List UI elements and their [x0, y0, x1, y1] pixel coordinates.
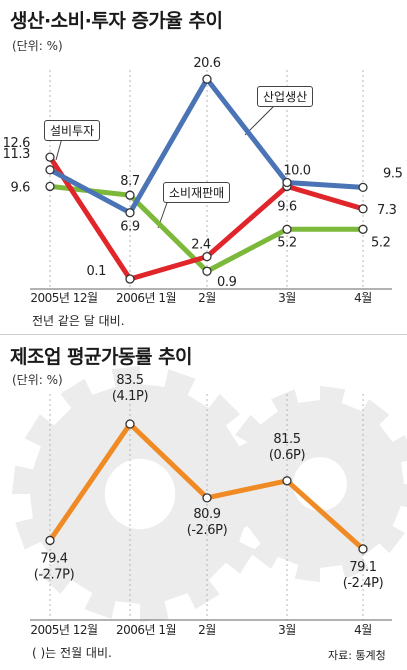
series-0-label-2: 20.6: [193, 56, 220, 71]
series-0-label-4: 9.5: [383, 166, 403, 181]
production-consumption-investment-panel: 11.3 6.9 20.6 10.0 9.5 12.6 0.1 2.4 9.6 7.3 9.6 8.7…: [0, 0, 407, 334]
utilization-value-3: 81.5: [273, 432, 300, 447]
series-1-label-0: 12.6: [3, 136, 30, 151]
series-2-label-4: 5.2: [371, 235, 390, 250]
x-tick-0: 2005년 12월: [30, 291, 97, 305]
x-tick-1: 2006년 1월: [116, 623, 176, 637]
x-tick-3: 3월: [278, 291, 296, 305]
legend-connector-investment: [55, 137, 63, 161]
utilization-change-0: (-2.7P): [34, 567, 75, 582]
chart2-unit-label: (단위: %): [12, 373, 63, 387]
utilization-line-chart: 79.4(-2.7P) 83.5(4.1P) 80.9(-2.6P) 81.5(0.6…: [12, 366, 407, 637]
x-tick-0: 2005년 12월: [30, 623, 97, 637]
series-2-label-3: 5.2: [277, 235, 296, 250]
chart2-footnote: ( )는 전월 대비.: [32, 646, 112, 660]
utilization-value-4: 79.1: [349, 560, 376, 575]
utilization-point-3: [282, 476, 292, 486]
legend-facility-investment: 설비투자: [44, 120, 101, 141]
series-0-point-2: [202, 74, 212, 84]
series-1-point-4: [358, 204, 368, 214]
series-1-label-1: 0.1: [87, 264, 107, 279]
legend-industrial-production: 산업생산: [257, 86, 314, 107]
series-1-label-4: 7.3: [377, 203, 397, 218]
chart1-unit-label: (단위: %): [12, 39, 63, 53]
series-0-point-4: [358, 182, 368, 193]
utilization-value-0: 79.4: [40, 551, 67, 566]
series-1-label-2: 2.4: [191, 238, 211, 253]
chart1-title: 생산·소비·투자 증가율 추이: [10, 10, 223, 32]
legend-connector-industrial: [244, 103, 277, 136]
panel-divider: [0, 334, 407, 335]
utilization-point-4: [358, 544, 368, 554]
series-2-point-4: [358, 224, 368, 234]
x-tick-4: 4월: [354, 291, 372, 305]
x-tick-2: 2월: [198, 291, 216, 305]
gear-small-icon-hub: [293, 457, 347, 511]
x-tick-3: 3월: [278, 623, 296, 637]
utilization-change-4: (-2.4P): [343, 576, 384, 591]
utilization-point-0: [45, 535, 55, 546]
chart2-title: 제조업 평균가동률 추이: [10, 346, 193, 368]
utilization-change-1: (4.1P): [112, 389, 148, 404]
legend-consumer-goods-sales: 소비재판매: [163, 182, 231, 203]
series-2-point-0: [45, 181, 55, 192]
series-0-point-3: [282, 177, 292, 188]
series-1-point-0: [45, 152, 55, 162]
series-2-point-3: [282, 224, 292, 234]
series-2-label-2: 0.9: [217, 275, 237, 290]
chart2-source: 자료: 통계청: [328, 649, 386, 662]
series-2-point-1: [125, 190, 135, 200]
utilization-change-3: (0.6P): [269, 448, 305, 463]
utilization-point-1: [125, 419, 135, 429]
series-0-point-1: [125, 208, 135, 218]
utilization-value-2: 80.9: [193, 507, 220, 522]
gear-large-icon-hub: [104, 458, 176, 530]
series-0-label-0: 11.3: [3, 147, 30, 162]
series-0-label-1: 6.9: [120, 220, 140, 235]
utilization-point-2: [202, 493, 212, 503]
manufacturing-utilization-panel: 79.4 (-2.7P) 83.5 (4.1P) 80.9 (-2.6P) 81.5 (0.6…: [0, 334, 407, 670]
series-2-label-1: 8.7: [120, 174, 140, 189]
series-2-label-0: 9.6: [11, 180, 31, 195]
x-tick-2: 2월: [198, 623, 216, 637]
series-0-point-0: [45, 165, 55, 175]
series-1-point-2: [202, 251, 212, 262]
series-1-point-1: [125, 274, 135, 284]
growth-rate-line-chart: 11.3 6.9 20.6 10.0 9.5 12.6 0.1 2.4 9.6 7.3 9.6 8.7…: [3, 56, 403, 305]
chart1-footnote: 전년 같은 달 대비.: [32, 314, 125, 328]
utilization-value-1: 83.5: [116, 373, 143, 388]
series-2-point-2: [202, 266, 212, 276]
series-1-label-3: 9.6: [277, 199, 297, 214]
series-0-label-3: 10.0: [283, 164, 310, 179]
utilization-change-2: (-2.6P): [187, 523, 228, 538]
x-tick-1: 2006년 1월: [116, 291, 176, 305]
x-tick-4: 4월: [354, 623, 372, 637]
